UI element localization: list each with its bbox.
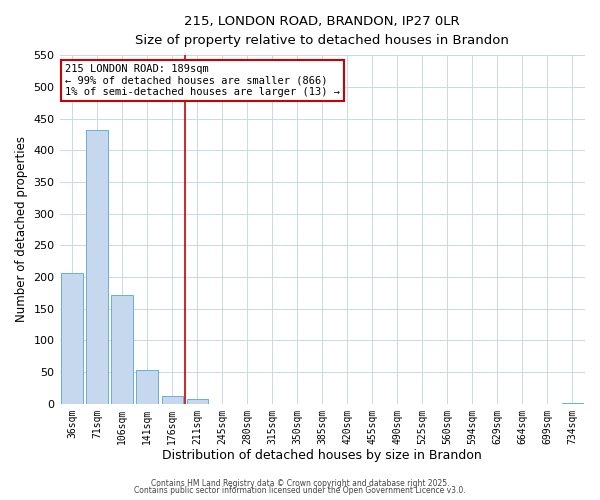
Bar	[61, 272, 83, 404]
Bar	[187, 399, 208, 404]
X-axis label: Distribution of detached houses by size in Brandon: Distribution of detached houses by size …	[163, 450, 482, 462]
Bar	[161, 396, 183, 404]
Bar	[562, 402, 583, 404]
Text: Contains HM Land Registry data © Crown copyright and database right 2025.: Contains HM Land Registry data © Crown c…	[151, 478, 449, 488]
Text: Contains public sector information licensed under the Open Government Licence v3: Contains public sector information licen…	[134, 486, 466, 495]
Bar	[136, 370, 158, 404]
Bar	[112, 295, 133, 404]
Y-axis label: Number of detached properties: Number of detached properties	[15, 136, 28, 322]
Text: 215 LONDON ROAD: 189sqm
← 99% of detached houses are smaller (866)
1% of semi-de: 215 LONDON ROAD: 189sqm ← 99% of detache…	[65, 64, 340, 97]
Bar	[86, 130, 108, 404]
Title: 215, LONDON ROAD, BRANDON, IP27 0LR
Size of property relative to detached houses: 215, LONDON ROAD, BRANDON, IP27 0LR Size…	[136, 15, 509, 47]
